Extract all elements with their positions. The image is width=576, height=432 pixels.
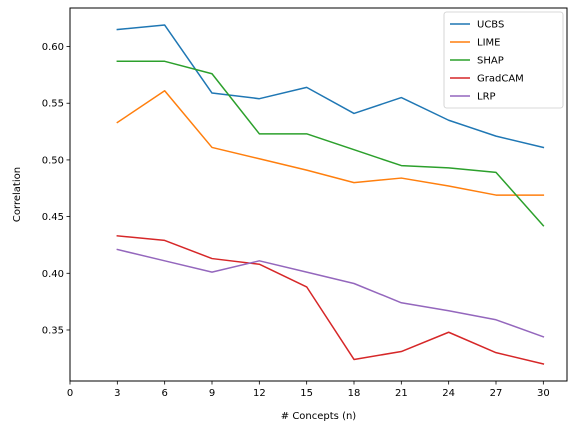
x-tick-label: 30 xyxy=(537,388,550,399)
legend-label-shap: SHAP xyxy=(477,56,504,67)
x-tick-label: 24 xyxy=(442,388,455,399)
series-lines xyxy=(116,24,545,365)
series-line-shap xyxy=(116,60,545,227)
x-tick-label: 18 xyxy=(348,388,361,399)
legend-box xyxy=(443,11,564,109)
y-axis-ticks: 0.35 0.40 0.45 0.50 0.55 0.60 xyxy=(42,42,70,336)
series-line-gradcam xyxy=(116,235,545,365)
y-tick-label: 0.60 xyxy=(42,42,64,53)
legend: UCBS LIME SHAP GradCAM LRP xyxy=(443,11,564,109)
x-tick-label: 0 xyxy=(67,388,73,399)
x-tick-label: 27 xyxy=(490,388,503,399)
series-line-ucbs xyxy=(116,24,545,149)
x-tick-label: 3 xyxy=(114,388,120,399)
y-tick-label: 0.55 xyxy=(42,99,64,110)
x-tick-label: 21 xyxy=(395,388,408,399)
x-tick-label: 9 xyxy=(209,388,215,399)
x-tick-label: 6 xyxy=(161,388,167,399)
series-line-lime xyxy=(116,90,545,196)
legend-label-ucbs: UCBS xyxy=(477,20,504,31)
x-tick-label: 15 xyxy=(300,388,313,399)
legend-label-lrp: LRP xyxy=(477,92,496,103)
x-tick-label: 12 xyxy=(253,388,266,399)
series-line-lrp xyxy=(116,248,545,338)
y-tick-label: 0.35 xyxy=(42,325,64,336)
y-tick-label: 0.50 xyxy=(42,155,64,166)
y-axis-label: Correlation xyxy=(12,167,23,222)
legend-label-lime: LIME xyxy=(477,38,500,49)
y-tick-label: 0.40 xyxy=(42,269,64,280)
legend-label-gradcam: GradCAM xyxy=(477,74,524,85)
plot-frame xyxy=(69,7,568,382)
y-tick-label: 0.45 xyxy=(42,212,64,223)
x-axis-label: # Concepts (n) xyxy=(281,411,357,422)
x-axis-ticks: 0 3 6 9 12 15 18 21 24 27 30 xyxy=(67,381,550,399)
